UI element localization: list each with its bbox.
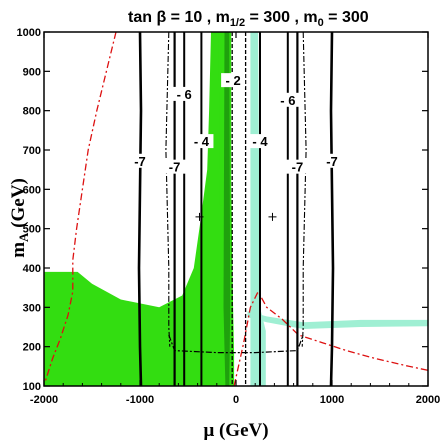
y-tick-label: 100	[23, 381, 41, 393]
contour-label-7: - 6	[275, 92, 300, 108]
x-tick-label: -1000	[126, 394, 154, 406]
contour-label-text: - 4	[194, 134, 210, 149]
contour-label-text: - 6	[177, 87, 192, 102]
contour-label-text: - 2	[226, 73, 241, 88]
contour-label-6: - 4	[248, 134, 272, 149]
contour-label-bg	[162, 159, 187, 174]
contour-label-9: -7	[320, 153, 344, 169]
contour-label-text: -7	[134, 154, 146, 169]
x-tick-label: 0	[233, 394, 239, 406]
y-tick-label: 200	[23, 342, 41, 354]
contour-label-bg	[128, 153, 152, 168]
y-tick-label: 900	[23, 66, 41, 78]
contour-label-4: - 4	[189, 134, 214, 149]
y-tick-label: 400	[23, 263, 41, 275]
contour-1	[137, 32, 143, 386]
contour-label-1: -7	[128, 153, 152, 169]
y-tick-label: 1000	[17, 27, 41, 39]
contour-label-5: - 2	[221, 73, 246, 88]
contour-loop	[168, 334, 304, 354]
plot-area: -7 -7 - 6 - 4 - 2 - 4 - 6 -7 -7	[44, 32, 428, 386]
contour-label-bg	[172, 86, 197, 101]
light-band-right	[247, 311, 428, 329]
marker-1	[195, 212, 204, 221]
light-band-strip	[250, 32, 266, 386]
contour-label-bg	[275, 92, 300, 107]
x-axis-label: μ (GeV)	[203, 420, 268, 441]
y-axis-label: mA (GeV)	[8, 178, 31, 258]
contour-label-bg	[320, 153, 344, 168]
y-tick-label: 500	[23, 224, 41, 236]
dark-green-band	[223, 32, 231, 386]
contour-label-bg	[189, 134, 214, 149]
contour-label-text: - 6	[280, 93, 295, 108]
contour-label-bg	[285, 159, 310, 174]
x-tick-label: 2000	[416, 394, 440, 406]
red-boundary-left	[44, 32, 117, 383]
contour-label-text: -7	[292, 160, 304, 175]
red-boundary-right	[233, 290, 428, 386]
contour-label-8: -7	[285, 159, 310, 175]
contour-thin-2	[301, 32, 307, 347]
green-region	[44, 32, 235, 386]
contour-label-bg	[248, 134, 272, 149]
y-axis: 100 200 300 400 500 600 700 800 900 1000	[17, 27, 428, 393]
y-tick-label: 300	[23, 302, 41, 314]
contour-label-bg	[221, 73, 246, 88]
contour-label-text: -7	[169, 160, 181, 175]
contour-label-text: -7	[326, 154, 338, 169]
chart-title: tan β = 10 , m1/2 = 300 , m0 = 300	[128, 9, 369, 29]
contour-label-3: - 6	[172, 86, 197, 102]
x-axis: -2000 -1000 0 1000 2000	[30, 32, 440, 406]
y-tick-label: 700	[23, 145, 41, 157]
contour-label-2: -7	[162, 159, 187, 175]
y-tick-label: 600	[23, 184, 41, 196]
contour-10	[329, 32, 335, 386]
y-tick-label: 800	[23, 106, 41, 118]
x-tick-label: 1000	[320, 394, 344, 406]
x-tick-label: -2000	[30, 394, 58, 406]
contour-label-text: - 4	[252, 134, 268, 149]
marker-2	[268, 212, 277, 221]
contour-thin-1	[165, 32, 171, 347]
